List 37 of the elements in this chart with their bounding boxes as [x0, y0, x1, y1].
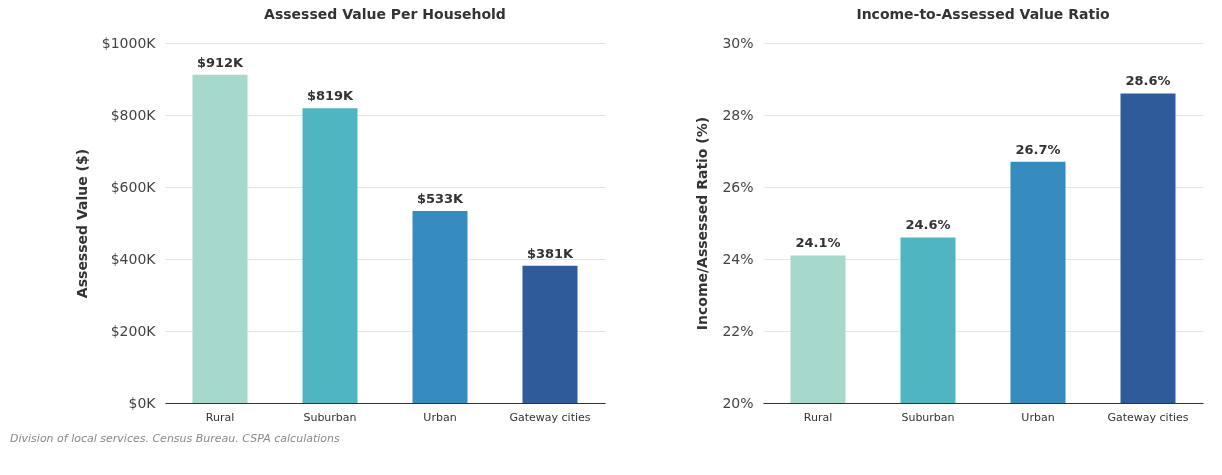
y-tick-label: 30% [722, 34, 754, 51]
y-tick-label: $600K [110, 178, 157, 195]
data-label: $819K [306, 88, 355, 104]
x-tick-label: Urban [423, 410, 457, 424]
x-tick-label: Gateway cities [1107, 410, 1189, 424]
y-tick-label: 22% [722, 322, 754, 339]
chart-title: Income-to-Assessed Value Ratio [856, 6, 1110, 22]
bar [522, 265, 578, 403]
data-label: 24.6% [905, 217, 951, 233]
y-axis-title: Assessed Value ($) [73, 148, 90, 299]
x-tick-label: Suburban [303, 410, 357, 424]
y-tick-label: $400K [110, 250, 157, 267]
y-tick-label: 28% [722, 106, 754, 123]
x-tick-label: Suburban [901, 410, 955, 424]
data-label: $381K [526, 245, 575, 261]
data-label: $912K [196, 54, 245, 70]
x-tick-label: Rural [803, 410, 833, 424]
data-label: 26.7% [1015, 141, 1061, 157]
data-label: 24.1% [795, 235, 841, 251]
text: Division of local services. Census Bureau. CSPA calculations [10, 432, 340, 445]
y-tick-label: 20% [722, 394, 754, 411]
bar [412, 211, 468, 403]
x-tick-label: Urban [1021, 410, 1055, 424]
x-tick-label: Gateway cities [509, 410, 591, 424]
bar [302, 108, 358, 403]
bar [192, 74, 248, 403]
y-tick-label: $800K [110, 106, 157, 123]
y-tick-label: $0K [128, 394, 157, 411]
y-tick-label: 24% [722, 250, 754, 267]
x-tick-label: Rural [205, 410, 235, 424]
y-tick-label: $1000K [101, 34, 157, 51]
chart-title: Assessed Value Per Household [264, 6, 506, 22]
y-tick-label: $200K [110, 322, 157, 339]
y-tick-label: 26% [722, 178, 754, 195]
data-label: 28.6% [1125, 73, 1171, 89]
y-axis-title: Income/Assessed Ratio (%) [694, 116, 711, 331]
data-label: $533K [416, 191, 465, 207]
